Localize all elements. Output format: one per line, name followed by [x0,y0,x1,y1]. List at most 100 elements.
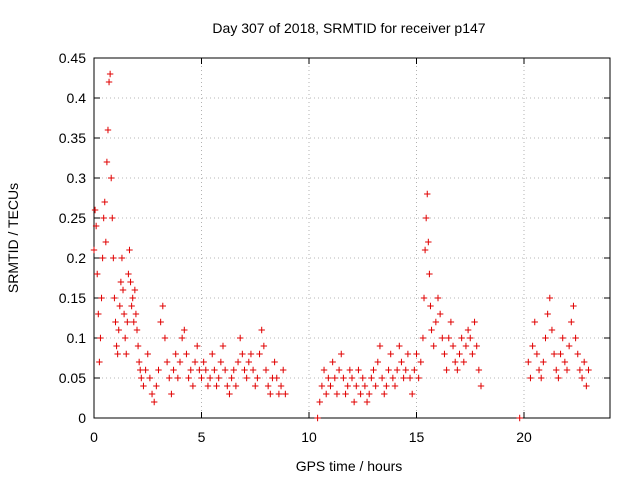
data-point [393,366,401,374]
y-axis-title: SRMTID / TECUs [5,183,21,293]
data-point [338,350,345,358]
data-point [262,366,270,374]
data-point [427,302,434,310]
data-point [224,382,231,390]
data-point [376,342,384,350]
data-point [555,374,562,382]
data-point [340,374,347,382]
data-point [538,374,545,382]
data-point [565,342,573,350]
data-point [191,358,199,366]
data-point [355,366,362,374]
data-point [101,198,108,206]
data-point [314,414,321,422]
data-point [275,390,283,398]
data-point [211,366,218,374]
data-point [473,342,480,350]
data-point [400,374,407,382]
data-point [168,390,175,398]
data-point [430,342,437,350]
data-point [163,358,171,366]
data-point [445,334,452,342]
data-point [568,318,575,326]
data-point [239,350,246,358]
data-point [166,374,173,382]
data-point [187,366,194,374]
y-tick-label: 0.25 [59,210,86,226]
data-point [546,294,553,302]
data-point [200,358,207,366]
data-point [550,350,558,358]
data-point [146,374,154,382]
data-point [424,190,431,198]
data-point [176,358,184,366]
data-point [421,246,429,254]
data-point [439,334,446,342]
data-point [458,334,465,342]
data-point [359,374,366,382]
data-point [325,374,332,382]
data-point [174,374,182,382]
data-point [264,382,272,390]
data-point [226,390,233,398]
data-point [124,318,131,326]
data-point [323,390,330,398]
data-point [106,70,114,78]
data-point [477,382,485,390]
data-point [109,214,116,222]
data-point [353,382,360,390]
data-point [102,238,110,246]
data-point [157,318,164,326]
data-point [90,246,98,254]
x-tick-label: 10 [301,429,317,445]
data-point [113,342,120,350]
data-point [217,358,225,366]
data-point [411,366,418,374]
data-point [383,382,390,390]
data-point [234,358,242,366]
data-point [127,278,134,286]
data-point [116,302,123,310]
data-point [572,334,579,342]
data-point [95,310,102,318]
data-point [370,366,377,374]
y-tick-label: 0.4 [67,90,87,106]
data-point [125,270,132,278]
data-point [237,334,244,342]
data-point [327,382,334,390]
data-point [115,326,122,334]
data-point [103,158,111,166]
data-point [425,238,432,246]
data-point [557,350,564,358]
data-point [426,270,433,278]
x-tick-label: 0 [90,429,98,445]
data-point [469,350,476,358]
data-point [148,390,156,398]
data-point [230,366,237,374]
data-point [531,318,538,326]
data-point [114,350,121,358]
data-point [133,326,141,334]
y-tick-label: 0.45 [59,50,86,66]
data-point [420,294,428,302]
data-point [378,374,386,382]
data-point [342,390,349,398]
data-point [561,358,569,366]
data-point [132,310,140,318]
x-tick-label: 20 [516,429,532,445]
data-point [155,366,162,374]
data-point [464,326,472,334]
data-point [138,374,145,382]
data-point [409,390,416,398]
y-tick-label: 0.3 [67,170,87,186]
data-point [316,398,323,406]
data-point [271,358,278,366]
data-point [221,366,229,374]
data-point [581,358,588,366]
data-point [256,350,263,358]
data-point [185,374,192,382]
data-point [161,334,169,342]
data-point [368,374,375,382]
data-point [578,374,586,382]
data-point [320,366,328,374]
